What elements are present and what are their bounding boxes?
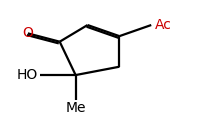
Text: Ac: Ac	[155, 18, 172, 32]
Text: O: O	[22, 26, 33, 40]
Text: HO: HO	[17, 68, 38, 82]
Text: Me: Me	[65, 101, 86, 116]
